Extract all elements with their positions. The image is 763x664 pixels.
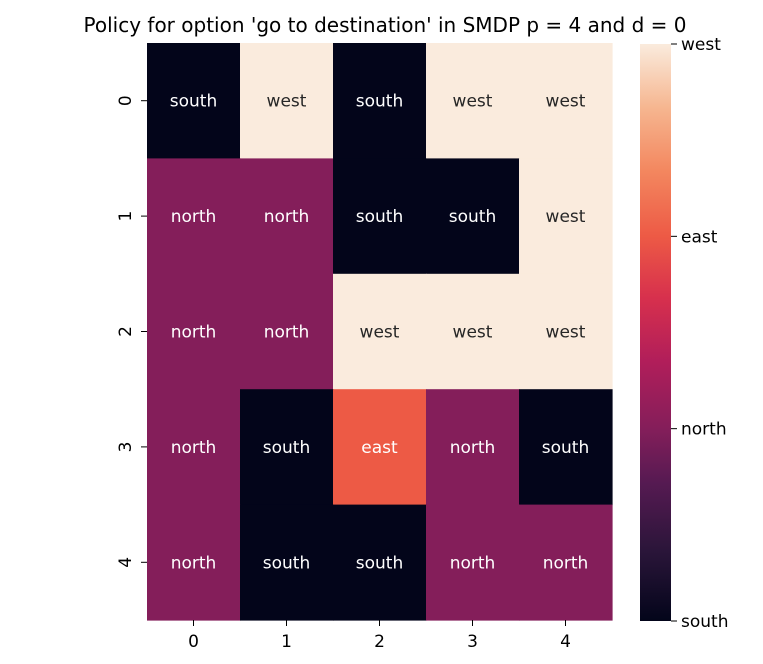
cell-label: west: [546, 92, 586, 112]
heatmap-cell: [519, 43, 613, 159]
cell-label: south: [449, 207, 496, 227]
heatmap-cell: [519, 273, 613, 390]
cell-label: south: [263, 553, 310, 573]
y-tick-label: 2: [116, 326, 136, 337]
heatmap-cell: [147, 504, 241, 621]
colorbar-tick-label: north: [681, 420, 727, 440]
cell-label: west: [453, 323, 493, 343]
cell-label: north: [450, 553, 496, 573]
heatmap-cell: [333, 389, 427, 506]
chart-title: Policy for option 'go to destination' in…: [84, 13, 687, 37]
heatmap-cell: [147, 273, 241, 390]
heatmap-cell: [519, 158, 613, 275]
heatmap-cell: [240, 389, 334, 506]
colorbar-tick-label: east: [681, 227, 718, 247]
x-tick-label: 4: [560, 632, 571, 652]
heatmap-cell: [240, 504, 334, 621]
cell-label: west: [267, 92, 307, 112]
heatmap-cell: [240, 43, 334, 159]
heatmap-cell: [147, 389, 241, 506]
heatmap-cell: [426, 273, 520, 390]
cell-label: west: [453, 92, 493, 112]
y-tick-label: 3: [116, 441, 136, 452]
y-tick-label: 0: [116, 95, 136, 106]
cell-label: west: [360, 323, 400, 343]
heatmap-cell: [426, 389, 520, 506]
cell-label: west: [546, 323, 586, 343]
cell-label: south: [542, 438, 589, 458]
heatmap-cell: [426, 43, 520, 159]
cell-label: north: [264, 323, 310, 343]
x-tick-label: 0: [188, 632, 199, 652]
cell-label: north: [264, 207, 310, 227]
cell-label: north: [171, 207, 217, 227]
cell-label: north: [171, 438, 217, 458]
x-tick-label: 1: [281, 632, 292, 652]
heatmap-cell: [519, 504, 613, 621]
colorbar: south north east west: [640, 35, 728, 632]
cell-label: south: [170, 92, 217, 112]
heatmap-cell: [147, 43, 241, 159]
cell-label: south: [263, 438, 310, 458]
colorbar-tick-label: south: [681, 612, 728, 632]
heatmap-cell: [240, 273, 334, 390]
cell-label: east: [361, 438, 398, 458]
x-tick-label: 3: [467, 632, 478, 652]
heatmap-cell: [426, 158, 520, 275]
y-tick-label: 4: [116, 557, 136, 568]
cell-label: south: [356, 553, 403, 573]
cell-label: south: [356, 207, 403, 227]
x-tick-label: 2: [374, 632, 385, 652]
heatmap-cell: [426, 504, 520, 621]
heatmap-cell: [240, 158, 334, 275]
cell-label: north: [171, 553, 217, 573]
heatmap-cell: [519, 389, 613, 506]
heatmap-cell: [147, 158, 241, 275]
cell-label: north: [171, 323, 217, 343]
heatmap-cell: [333, 158, 427, 275]
heatmap-cell: [333, 43, 427, 159]
y-axis: 0 1 2 3 4: [116, 95, 147, 568]
heatmap-cell: [333, 273, 427, 390]
colorbar-ticks: south north east west: [671, 35, 728, 632]
cell-label: west: [546, 207, 586, 227]
x-axis: 0 1 2 3 4: [188, 620, 571, 652]
cell-label: south: [356, 92, 403, 112]
cell-label: north: [450, 438, 496, 458]
y-tick-label: 1: [116, 211, 136, 222]
colorbar-gradient: [640, 44, 671, 621]
heatmap-cell: [333, 504, 427, 621]
cell-label: north: [543, 553, 589, 573]
heatmap-grid: south west south west west north north south sou…: [147, 43, 613, 621]
colorbar-tick-label: west: [681, 35, 721, 55]
